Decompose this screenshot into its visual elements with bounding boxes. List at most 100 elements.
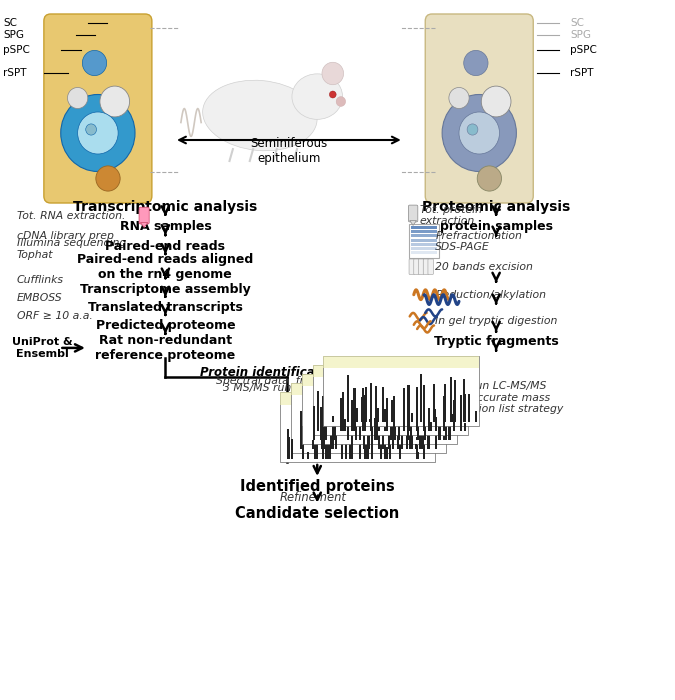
Bar — [354, 416, 356, 422]
Bar — [448, 413, 450, 440]
Text: Prefractionation
SDS-PAGE: Prefractionation SDS-PAGE — [435, 231, 522, 252]
Bar — [398, 416, 400, 440]
Bar — [332, 416, 334, 422]
Bar — [384, 427, 386, 431]
Bar — [386, 447, 388, 458]
Bar — [349, 446, 351, 459]
Bar — [354, 393, 356, 440]
Bar — [367, 443, 369, 459]
Bar — [423, 424, 425, 458]
Bar — [362, 388, 364, 431]
Circle shape — [329, 91, 336, 98]
Text: cDNA library prep: cDNA library prep — [17, 231, 114, 241]
Circle shape — [464, 50, 488, 76]
Bar — [333, 421, 335, 440]
Bar — [392, 410, 394, 440]
Circle shape — [82, 50, 107, 76]
Bar — [430, 421, 432, 431]
Bar — [329, 424, 331, 458]
Bar — [386, 398, 388, 431]
Bar — [411, 234, 437, 237]
Bar — [359, 416, 361, 459]
Bar — [416, 387, 418, 422]
Bar — [463, 379, 465, 422]
Bar — [389, 425, 391, 458]
Bar — [452, 414, 454, 422]
Bar — [344, 420, 346, 431]
Bar — [376, 421, 378, 431]
Text: Predicted proteome: Predicted proteome — [96, 319, 235, 332]
Bar — [393, 395, 395, 431]
Bar — [317, 391, 319, 431]
Bar — [342, 425, 344, 431]
Bar — [411, 251, 437, 254]
Bar — [403, 388, 405, 431]
Bar — [365, 411, 367, 458]
Bar — [406, 419, 408, 449]
Bar — [416, 438, 418, 440]
Circle shape — [477, 166, 502, 191]
Bar — [421, 429, 423, 449]
Text: Tophat: Tophat — [17, 250, 53, 260]
Bar — [364, 395, 367, 431]
Bar — [352, 435, 354, 458]
FancyBboxPatch shape — [414, 259, 419, 274]
Text: SPG: SPG — [3, 30, 24, 40]
Bar — [388, 416, 390, 449]
Bar — [321, 408, 323, 440]
Bar — [378, 426, 380, 431]
Bar — [464, 424, 466, 431]
Bar — [460, 407, 462, 431]
Bar — [321, 410, 323, 449]
Bar — [427, 416, 429, 449]
Bar — [410, 405, 412, 440]
Text: Spectral data  from: Spectral data from — [216, 376, 321, 386]
Bar — [422, 413, 424, 449]
Bar — [411, 412, 413, 422]
Bar — [415, 444, 417, 449]
Bar — [410, 435, 412, 449]
Bar — [392, 435, 394, 449]
Bar — [300, 411, 302, 449]
Text: RNA samples: RNA samples — [119, 220, 211, 233]
Bar — [361, 398, 363, 422]
Bar — [354, 388, 356, 431]
Bar — [323, 433, 325, 449]
Bar — [351, 400, 353, 431]
Ellipse shape — [202, 80, 317, 150]
Bar — [325, 419, 327, 440]
Bar — [371, 416, 373, 458]
Text: SC: SC — [570, 18, 585, 28]
Bar — [439, 416, 441, 440]
Bar — [364, 386, 367, 422]
Circle shape — [481, 86, 511, 117]
Text: Reduction/alkylation: Reduction/alkylation — [435, 290, 546, 300]
Text: Shotgun LC-MS/MS
with accurate mass
exclusion list strategy: Shotgun LC-MS/MS with accurate mass excl… — [444, 381, 564, 414]
Bar — [397, 425, 399, 449]
Bar — [427, 435, 429, 449]
Bar — [280, 392, 435, 462]
Circle shape — [68, 88, 88, 108]
Bar — [369, 419, 371, 422]
Polygon shape — [410, 220, 416, 225]
Circle shape — [442, 94, 516, 172]
Text: Tot. protein
extraction: Tot. protein extraction — [420, 205, 482, 226]
Circle shape — [86, 124, 97, 135]
Bar — [397, 436, 399, 440]
Bar — [340, 398, 342, 431]
Bar — [322, 443, 324, 459]
Bar — [435, 428, 437, 449]
Polygon shape — [140, 223, 148, 228]
Bar — [408, 410, 410, 449]
Bar — [374, 418, 376, 431]
Bar — [390, 416, 392, 440]
Bar — [350, 432, 352, 449]
Bar — [371, 422, 373, 440]
Bar — [411, 239, 437, 241]
Bar — [429, 408, 431, 431]
FancyBboxPatch shape — [425, 14, 533, 203]
Text: ORF ≥ 10 a.a.: ORF ≥ 10 a.a. — [17, 311, 92, 321]
Bar — [362, 427, 364, 449]
Bar — [411, 230, 437, 233]
Bar — [375, 395, 377, 422]
